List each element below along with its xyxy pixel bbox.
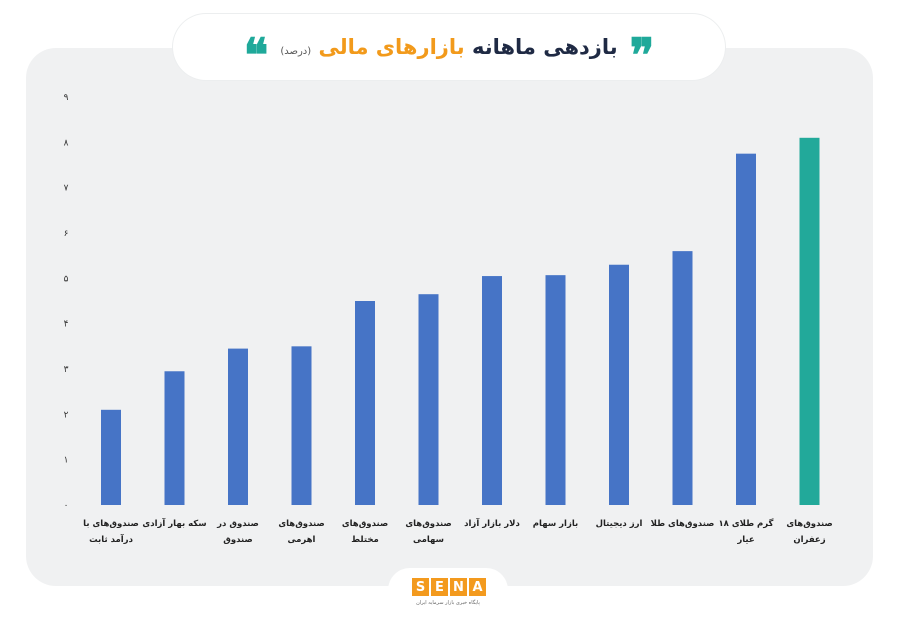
logo-background xyxy=(388,568,508,616)
y-tick-label: ۹ xyxy=(64,93,69,103)
logo-tagline: پایگاه خبری بازار سرمایه ایران xyxy=(416,600,480,606)
x-tick-label: بازار سهام xyxy=(533,519,578,529)
x-tick-label: صندوق‌های با xyxy=(83,519,139,529)
x-tick-label: اهرمی xyxy=(288,535,316,545)
logo-letter-n: N xyxy=(450,578,467,596)
sena-logo: S E N A xyxy=(412,578,486,596)
x-tick-label: صندوق‌های xyxy=(786,519,832,529)
bar xyxy=(228,348,248,505)
x-axis: صندوق‌های با درآمد ثابت سکه بهار آزادی صندو… xyxy=(83,517,833,545)
y-tick-label: ۱ xyxy=(64,456,69,466)
x-tick-label: صندوق‌های xyxy=(342,519,388,529)
page-title: بازدهی ماهانه بازارهای مالی (درصد) xyxy=(280,35,617,59)
y-tick-label: ۶ xyxy=(64,229,69,239)
x-tick-label: دلار بازار آزاد xyxy=(464,517,520,529)
logo-letter-s: S xyxy=(412,578,429,596)
y-tick-label: ۴ xyxy=(64,320,69,330)
y-tick-label: ۲ xyxy=(64,410,69,420)
bar xyxy=(355,301,375,505)
x-tick-label: سکه بهار آزادی xyxy=(142,517,206,529)
x-tick-label: صندوق‌های xyxy=(405,519,451,529)
bar xyxy=(418,294,439,505)
y-tick-label: ۵ xyxy=(64,274,69,284)
y-tick-label: ۸ xyxy=(64,138,69,148)
bar xyxy=(799,137,820,506)
x-tick-label: صندوق‌های طلا xyxy=(651,519,715,529)
x-tick-label: سهامی xyxy=(413,535,444,545)
title-part1: بازدهی ماهانه xyxy=(471,35,618,59)
y-tick-label: ۳ xyxy=(64,365,69,375)
x-tick-label: درآمد ثابت xyxy=(89,533,134,545)
x-tick-label: صندوق در xyxy=(216,519,259,529)
y-tick-label: ۷ xyxy=(64,184,69,194)
bar xyxy=(736,153,756,505)
bar xyxy=(482,276,502,505)
bar xyxy=(672,251,693,505)
bar xyxy=(291,346,312,505)
bar xyxy=(545,275,566,505)
y-axis: ۰ ۱ ۲ ۳ ۴ ۵ ۶ ۷ ۸ ۹ xyxy=(64,93,69,511)
bar xyxy=(609,264,629,505)
title-banner: ❞ بازدهی ماهانه بازارهای مالی (درصد) ❝ xyxy=(173,14,725,80)
bars xyxy=(101,137,820,506)
x-tick-label: زعفران xyxy=(793,535,825,545)
x-tick-label: صندوق xyxy=(223,535,252,545)
y-tick-label: ۰ xyxy=(64,501,69,511)
x-tick-label: مختلط xyxy=(351,535,378,545)
logo-letter-e: E xyxy=(431,578,448,596)
title-unit: (درصد) xyxy=(280,46,312,57)
bar xyxy=(164,371,185,505)
title-part2: بازارهای مالی xyxy=(318,35,465,59)
x-tick-label: گرم طلای ۱۸ xyxy=(718,518,773,529)
bar xyxy=(101,409,121,505)
x-tick-label: صندوق‌های xyxy=(278,519,324,529)
logo-letter-a: A xyxy=(469,578,486,596)
x-tick-label: عیار xyxy=(736,535,754,545)
x-tick-label: ارز دیجیتال xyxy=(596,519,643,529)
